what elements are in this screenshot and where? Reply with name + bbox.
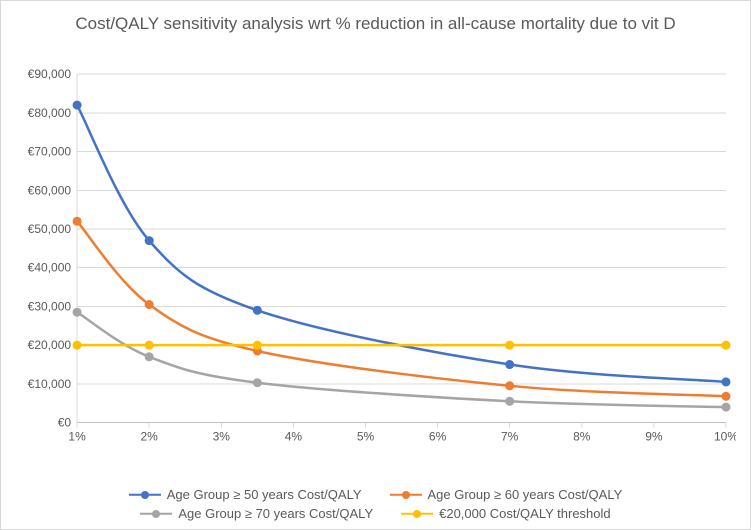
series-marker-age50 — [253, 306, 262, 315]
y-tick-label: €10,000 — [28, 377, 72, 391]
y-tick-label: €0 — [58, 416, 72, 430]
series-line-age50 — [77, 105, 726, 382]
series-marker-threshold — [73, 341, 82, 350]
series-marker-age60 — [505, 382, 514, 391]
y-tick-label: €90,000 — [28, 67, 72, 81]
y-tick-label: €30,000 — [28, 300, 72, 314]
legend-item-age70: Age Group ≥ 70 years Cost/QALY — [140, 506, 373, 521]
legend-label: €20,000 Cost/QALY threshold — [439, 506, 611, 521]
legend-item-age50: Age Group ≥ 50 years Cost/QALY — [129, 487, 362, 502]
x-tick-label: 3% — [213, 430, 231, 444]
x-tick-label: 9% — [645, 430, 663, 444]
legend-label: Age Group ≥ 50 years Cost/QALY — [167, 487, 362, 502]
y-tick-label: €60,000 — [28, 184, 72, 198]
chart-container: Cost/QALY sensitivity analysis wrt % red… — [0, 0, 751, 530]
legend-item-age60: Age Group ≥ 60 years Cost/QALY — [390, 487, 623, 502]
y-tick-label: €50,000 — [28, 222, 72, 236]
legend-label: Age Group ≥ 70 years Cost/QALY — [178, 506, 373, 521]
legend-swatch — [401, 507, 433, 521]
legend-swatch — [140, 507, 172, 521]
legend-swatch — [129, 488, 161, 502]
series-marker-age50 — [73, 101, 82, 110]
series-marker-age70 — [73, 308, 82, 317]
x-tick-label: 4% — [285, 430, 303, 444]
x-tick-label: 1% — [68, 430, 86, 444]
legend-label: Age Group ≥ 60 years Cost/QALY — [428, 487, 623, 502]
series-marker-age50 — [145, 236, 154, 245]
x-tick-label: 10% — [714, 430, 736, 444]
chart-title: Cost/QALY sensitivity analysis wrt % red… — [55, 13, 696, 34]
series-marker-age60 — [145, 300, 154, 309]
legend: Age Group ≥ 50 years Cost/QALY Age Group … — [15, 487, 736, 521]
legend-swatch — [390, 488, 422, 502]
series-line-age60 — [77, 222, 726, 397]
series-marker-threshold — [145, 341, 154, 350]
series-marker-threshold — [721, 341, 730, 350]
series-marker-age50 — [721, 378, 730, 387]
series-marker-age60 — [721, 392, 730, 401]
x-tick-label: 7% — [501, 430, 519, 444]
y-tick-label: €80,000 — [28, 106, 72, 120]
chart-svg: €0 €10,000 €20,000 €30,000 €40,000 €50,000 €60… — [15, 40, 736, 481]
series-marker-age70 — [721, 403, 730, 412]
x-tick-label: 2% — [141, 430, 159, 444]
x-tick-label: 5% — [357, 430, 375, 444]
y-tick-label: €20,000 — [28, 338, 72, 352]
series-marker-age70 — [253, 378, 262, 387]
series-marker-age70 — [505, 397, 514, 406]
series-marker-threshold — [253, 341, 262, 350]
series-marker-threshold — [505, 341, 514, 350]
y-tick-label: €70,000 — [28, 145, 72, 159]
series-marker-age60 — [73, 217, 82, 226]
y-tick-label: €40,000 — [28, 261, 72, 275]
series-marker-age70 — [145, 353, 154, 362]
x-tick-label: 6% — [429, 430, 447, 444]
x-tick-label: 8% — [573, 430, 591, 444]
plot-area: €0 €10,000 €20,000 €30,000 €40,000 €50,000 €60… — [15, 40, 736, 481]
series-marker-age50 — [505, 360, 514, 369]
legend-item-threshold: €20,000 Cost/QALY threshold — [401, 506, 611, 521]
